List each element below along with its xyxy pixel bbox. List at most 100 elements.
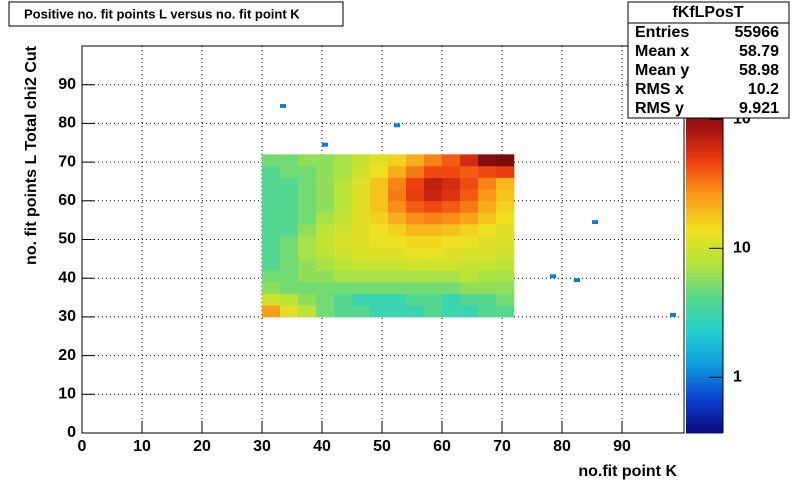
heatmap-cell bbox=[280, 305, 299, 318]
heatmap-cell bbox=[388, 282, 407, 294]
heatmap-cell bbox=[478, 305, 497, 318]
heatmap-cell bbox=[262, 282, 281, 294]
colorbar-segment bbox=[686, 392, 723, 397]
y-tick-label: 40 bbox=[58, 269, 76, 286]
title-box bbox=[8, 1, 344, 27]
heatmap-cell bbox=[496, 293, 515, 306]
colorbar-segment bbox=[686, 212, 723, 216]
heatmap-cell bbox=[424, 165, 443, 178]
heatmap-cell bbox=[424, 200, 443, 213]
colorbar-segment bbox=[686, 167, 723, 172]
heatmap-cell bbox=[424, 189, 443, 202]
colorbar-segment bbox=[686, 300, 723, 305]
heatmap-cell bbox=[370, 305, 389, 318]
heatmap-cell bbox=[460, 247, 479, 260]
heatmap-cell bbox=[496, 247, 515, 260]
heatmap-cell bbox=[298, 165, 317, 178]
heatmap-cell bbox=[280, 154, 299, 167]
colorbar-segment bbox=[686, 235, 723, 240]
heatmap-cell bbox=[406, 212, 425, 225]
colorbar-segment bbox=[686, 256, 723, 261]
colorbar-segment bbox=[686, 280, 723, 284]
heatmap-cell bbox=[424, 177, 443, 190]
colorbar-segment bbox=[686, 375, 723, 380]
colorbar-segment bbox=[686, 331, 723, 335]
colorbar-segment bbox=[686, 354, 723, 359]
heatmap-cell bbox=[352, 282, 371, 294]
heatmap-cell bbox=[442, 282, 461, 294]
heatmap-cell bbox=[406, 305, 425, 318]
colorbar-segment bbox=[686, 266, 723, 271]
colorbar-segment bbox=[686, 348, 723, 352]
heatmap-cell bbox=[316, 270, 335, 283]
heatmap-cell bbox=[496, 270, 515, 283]
heatmap-cell bbox=[262, 270, 281, 283]
heatmap-cell bbox=[334, 165, 353, 178]
heatmap-cell bbox=[442, 212, 461, 225]
heatmap-cell bbox=[442, 293, 461, 306]
colorbar-segment bbox=[686, 229, 723, 233]
heatmap-cell bbox=[316, 235, 335, 248]
x-tick-label: 40 bbox=[313, 438, 331, 455]
heatmap-cell bbox=[298, 200, 317, 213]
colorbar-segment bbox=[686, 388, 723, 393]
heatmap-cell bbox=[442, 177, 461, 190]
colorbar-segment bbox=[686, 317, 723, 322]
x-tick-label: 80 bbox=[553, 438, 571, 455]
colorbar-segment bbox=[686, 422, 723, 427]
heatmap-cell bbox=[316, 154, 335, 167]
heatmap-cell bbox=[352, 247, 371, 260]
heatmap-cell bbox=[316, 177, 335, 190]
heatmap-cell bbox=[442, 235, 461, 248]
heatmap-cell bbox=[298, 293, 317, 306]
heatmap-cell bbox=[388, 154, 407, 167]
heatmap-cell bbox=[496, 212, 515, 225]
heatmap-cell bbox=[352, 200, 371, 213]
colorbar-segment bbox=[686, 137, 723, 142]
colorbar-segment bbox=[686, 198, 723, 203]
heatmap-cell bbox=[424, 270, 443, 283]
heatmap-cell bbox=[496, 258, 515, 271]
heatmap-cell bbox=[352, 154, 371, 167]
stats-label: Mean y bbox=[635, 62, 689, 79]
heatmap-cell bbox=[262, 165, 281, 178]
colorbar-segment bbox=[686, 157, 723, 162]
heatmap-cell bbox=[424, 305, 443, 318]
heatmap-cell bbox=[334, 282, 353, 294]
heatmap-cell bbox=[388, 212, 407, 225]
heatmap-cell bbox=[352, 189, 371, 202]
y-tick-label: 30 bbox=[58, 308, 76, 325]
colorbar-segment bbox=[686, 201, 723, 206]
heatmap-cell bbox=[442, 258, 461, 271]
heatmap-cell bbox=[460, 258, 479, 271]
colorbar-segment bbox=[686, 276, 723, 281]
heatmap-cell bbox=[442, 189, 461, 202]
heatmap-cell bbox=[298, 247, 317, 260]
heatmap-cell bbox=[406, 247, 425, 260]
heatmap-cell bbox=[478, 224, 497, 236]
heatmap-cell bbox=[262, 177, 281, 190]
heatmap-cell bbox=[442, 154, 461, 167]
heatmap-cell bbox=[478, 212, 497, 225]
heatmap-cell bbox=[280, 177, 299, 190]
heatmap-cell bbox=[460, 305, 479, 318]
outlier-cell bbox=[550, 274, 556, 279]
heatmap-cell bbox=[460, 154, 479, 167]
heatmap-cell bbox=[388, 224, 407, 236]
x-tick-label: 0 bbox=[78, 438, 87, 455]
heatmap-cell bbox=[424, 224, 443, 236]
heatmap-cell bbox=[406, 293, 425, 306]
colorbar-segment bbox=[686, 218, 723, 223]
heatmap-cell bbox=[406, 200, 425, 213]
heatmap-cell bbox=[316, 282, 335, 294]
stats-value: 58.79 bbox=[739, 43, 779, 60]
heatmap-cell bbox=[370, 282, 389, 294]
colorbar-segment bbox=[686, 314, 723, 318]
heatmap-cell bbox=[280, 235, 299, 248]
heatmap-cell bbox=[388, 165, 407, 178]
colorbar-segment bbox=[686, 310, 723, 315]
z-tick-label: 1 bbox=[733, 369, 742, 386]
colorbar-segment bbox=[686, 208, 723, 213]
heatmap-cell bbox=[496, 200, 515, 213]
